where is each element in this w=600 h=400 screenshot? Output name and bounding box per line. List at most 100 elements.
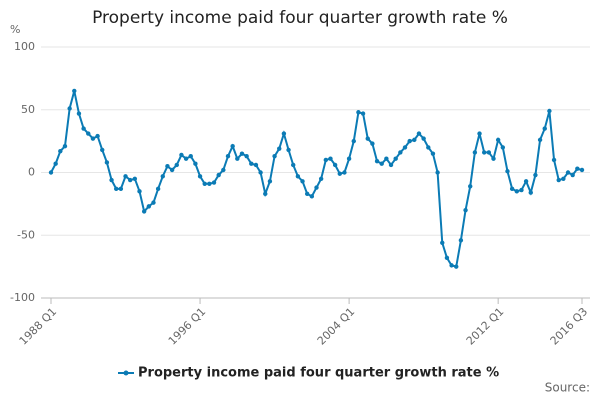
point <box>421 136 426 141</box>
point <box>318 176 324 181</box>
point <box>551 157 557 163</box>
point <box>197 174 203 179</box>
point <box>95 133 100 139</box>
point <box>491 156 496 161</box>
point <box>481 150 487 155</box>
point <box>225 153 231 159</box>
chart-title: Property income paid four quarter growth… <box>92 8 508 28</box>
point <box>398 150 403 155</box>
point <box>514 189 519 194</box>
point <box>533 172 538 178</box>
point <box>81 126 86 131</box>
point <box>174 162 179 168</box>
point <box>179 152 184 158</box>
point <box>202 181 207 186</box>
point <box>165 164 170 169</box>
point <box>328 156 333 161</box>
point <box>575 166 580 171</box>
point <box>235 156 240 161</box>
point <box>393 156 398 161</box>
point <box>141 209 147 214</box>
y-tick-label: -100 <box>10 291 35 304</box>
point <box>547 108 552 114</box>
point <box>388 162 394 168</box>
point <box>118 186 124 192</box>
point <box>509 186 515 192</box>
point <box>570 172 575 178</box>
point <box>407 138 412 144</box>
point <box>463 207 468 213</box>
point <box>86 131 91 136</box>
point <box>458 238 464 243</box>
y-tick-label: 0 <box>28 166 35 179</box>
point <box>365 136 370 141</box>
point <box>542 126 547 131</box>
point <box>244 153 249 159</box>
point <box>412 137 417 143</box>
point <box>58 148 63 154</box>
point <box>291 162 296 168</box>
point <box>528 190 533 195</box>
legend: Property income paid four quarter growth… <box>138 366 499 381</box>
point <box>277 146 282 151</box>
point <box>486 150 492 155</box>
point <box>402 145 408 150</box>
point <box>281 131 287 136</box>
point <box>230 143 235 149</box>
point <box>160 174 165 179</box>
source: Source: <box>545 381 590 395</box>
point <box>90 136 96 141</box>
point <box>500 145 506 150</box>
point <box>193 161 198 166</box>
point <box>221 167 226 173</box>
x-tick-label: 1988 Q1 <box>17 305 60 348</box>
point <box>137 189 142 194</box>
y-tick-label: 100 <box>14 40 35 53</box>
y-tick-label: -50 <box>17 228 35 241</box>
point <box>211 180 217 185</box>
point <box>249 161 254 166</box>
point <box>263 191 268 197</box>
point <box>304 191 310 197</box>
point <box>114 186 119 192</box>
point <box>351 138 356 144</box>
point <box>295 174 301 179</box>
point <box>565 170 571 175</box>
point <box>109 177 114 183</box>
legend-marker <box>123 370 129 376</box>
point <box>477 131 482 136</box>
point <box>468 184 473 189</box>
point <box>72 88 77 94</box>
y-tick-label: 50 <box>21 103 35 116</box>
point <box>155 186 161 192</box>
point <box>253 162 259 168</box>
point <box>207 181 212 186</box>
x-tick-label: 2004 Q1 <box>315 305 358 348</box>
point <box>449 263 454 268</box>
point <box>188 153 193 159</box>
point <box>104 160 110 165</box>
point <box>556 177 561 183</box>
point <box>62 143 68 149</box>
point <box>323 157 329 163</box>
point <box>286 147 291 153</box>
point <box>519 187 524 193</box>
x-tick-label: 2016 Q3 <box>548 305 591 348</box>
point <box>169 167 175 173</box>
point <box>216 172 221 178</box>
point <box>440 240 445 245</box>
point <box>127 177 133 183</box>
point <box>472 150 478 155</box>
point <box>430 151 436 156</box>
point <box>309 194 315 199</box>
point <box>48 170 54 175</box>
point <box>239 151 245 156</box>
point <box>332 162 338 168</box>
point <box>374 159 380 164</box>
point <box>416 131 422 136</box>
point <box>444 255 450 261</box>
point <box>342 170 347 175</box>
point <box>132 176 138 181</box>
point <box>370 141 375 146</box>
